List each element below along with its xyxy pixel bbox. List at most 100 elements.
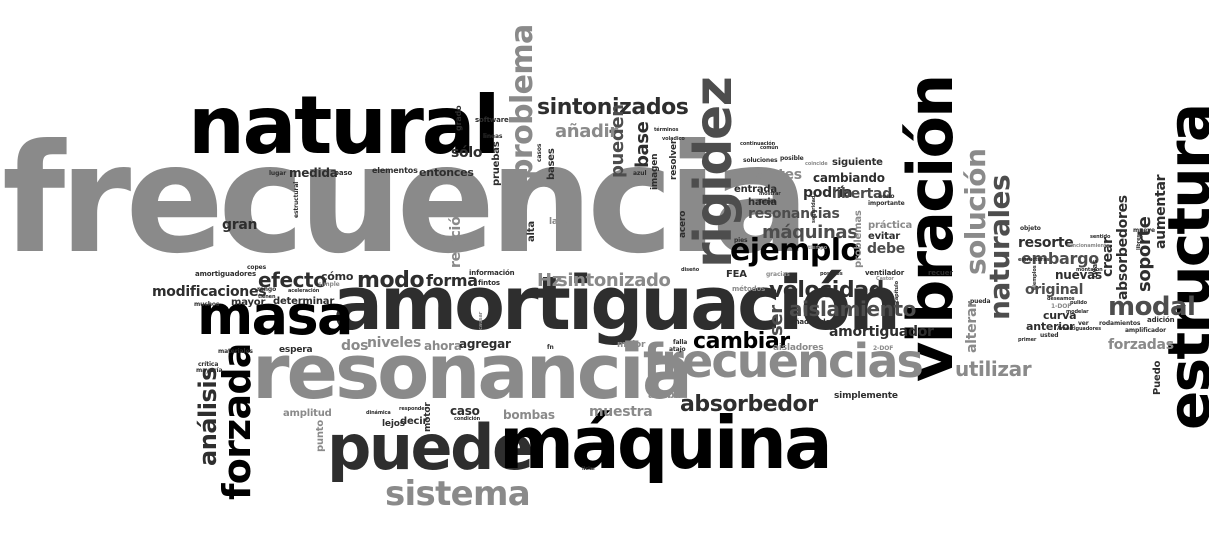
word-tiempo: tiempo — [808, 245, 828, 251]
word-nodo: nodo — [878, 193, 895, 200]
word-lugar: lugar — [269, 170, 287, 177]
word-espera: espera — [279, 345, 313, 355]
word-importante: importante — [868, 200, 905, 207]
word-ser: ser — [766, 305, 787, 336]
word-pulido: pulido — [1070, 300, 1087, 306]
word-amortiguadores: amortiguadores — [195, 270, 256, 278]
word-sepa: Castor — [876, 276, 894, 282]
word-dof2: 2-DOF — [873, 345, 894, 352]
word-masa: masa — [197, 284, 353, 347]
word-sistema: sistema — [385, 474, 531, 514]
word-muchos: muchos — [194, 301, 220, 308]
word-seguridad: seguridad — [811, 195, 817, 223]
word-modelar: modelar — [1066, 309, 1089, 315]
word-lejos: lejos — [382, 419, 405, 429]
word-utilizar: utilizar — [955, 357, 1032, 381]
word-azul: azul — [633, 170, 647, 177]
word-fea: FEA — [726, 269, 747, 280]
word-estructuras: estructuras — [1018, 257, 1050, 263]
word-punto: punto — [315, 419, 326, 452]
word-aumentar: aumentar — [1153, 174, 1169, 249]
word-pruebas: pruebas — [491, 141, 502, 186]
word-frecuencias: frecuencias — [643, 334, 924, 388]
word-alterar: alterar — [964, 301, 980, 353]
word-simplemente: simplemente — [834, 391, 898, 401]
word-forma: forma — [426, 271, 478, 290]
word-lineas: lineas — [483, 133, 503, 140]
word-fn: fn — [547, 344, 554, 351]
word-soportes: soportes — [735, 167, 802, 183]
word-ventilador: ventilador — [865, 269, 905, 277]
word-amortiguacion: amortiguación — [333, 261, 901, 347]
word-aceleracion: aceleración — [288, 288, 320, 294]
word-coincide: coincide — [805, 161, 828, 167]
word-analisis: análisis — [194, 367, 222, 466]
word-decir: decir — [400, 416, 428, 427]
word-muestra: muestra — [589, 404, 653, 420]
word-podria: podría — [803, 185, 853, 201]
word-copes: copes — [247, 264, 267, 271]
word-amplitud: amplitud — [283, 408, 332, 419]
word-critica: crítica — [198, 361, 219, 368]
word-sintonizado: sintonizado — [557, 270, 671, 291]
word-hacia: hacia — [748, 197, 777, 208]
word-problema: problema — [505, 24, 540, 180]
word-liciar: liciar — [582, 466, 596, 472]
word-lado: lado — [549, 217, 571, 227]
word-ejemplos: ejemplos — [1032, 265, 1038, 290]
word-imagen: imagen — [650, 153, 660, 190]
word-estructural: estructural — [293, 181, 300, 218]
word-ejemplo: ejemplo — [730, 233, 861, 268]
word-adicion: adición — [1147, 316, 1175, 324]
word-simple: simple — [318, 281, 340, 288]
word-amplificador: amplificador — [1125, 327, 1166, 334]
word-sintonizados: sintonizados — [537, 95, 689, 120]
word-embargo: embargo — [1021, 249, 1099, 268]
word-rango: rango — [257, 286, 277, 293]
word-curva: curva — [1043, 309, 1077, 322]
word-puede: puede — [327, 411, 534, 484]
word-nuevas: nuevas — [1055, 268, 1102, 282]
word-diseno: diseño — [681, 267, 700, 273]
word-soluciones: soluciones — [743, 157, 778, 164]
word-objeto: objeto — [1020, 225, 1041, 232]
word-resorte: resorte — [1018, 235, 1074, 251]
word-mayoria: mayoría — [196, 367, 223, 374]
word-causar: causar — [478, 311, 484, 330]
word-posibles: posibles — [820, 271, 843, 277]
word-dinamica: dinámica — [366, 410, 391, 416]
word-como: cómo — [321, 270, 354, 283]
word-dof1: 1-DOF — [1051, 303, 1072, 310]
word-evitar: evitar — [868, 231, 900, 242]
word-practica: práctica — [868, 220, 913, 231]
word-estructura: estructura — [1155, 104, 1209, 430]
word-siguiente: siguiente — [832, 157, 883, 168]
word-rodamientos: rodamientos — [1099, 320, 1141, 327]
word-bases: bases — [546, 148, 557, 180]
word-maquinas: máquinas — [762, 222, 858, 243]
word-mostrar: mostrar — [759, 191, 781, 197]
word-entonces: entonces — [419, 166, 474, 179]
word-absorbedores: absorbedores — [1115, 195, 1131, 300]
word-anadiendo: añadiendo — [790, 318, 831, 326]
word-software: software — [475, 116, 509, 124]
word-cambiando: cambiando — [813, 171, 885, 185]
word-posible: posible — [780, 155, 804, 162]
word-solo: sólo — [451, 145, 483, 161]
word-continuacion: continuación — [740, 141, 776, 147]
word-anterior: anterior — [1026, 320, 1075, 333]
word-montaron: montaron — [1076, 267, 1103, 273]
word-relacion: relación — [448, 206, 464, 268]
word-natural: natural — [188, 79, 501, 172]
word-dos: dos — [341, 338, 369, 354]
word-ahora: ahora — [424, 339, 462, 353]
word-pueda: pueda — [970, 298, 991, 305]
word-bombas: bombas — [503, 408, 555, 422]
word-forzada: forzada — [215, 343, 259, 500]
word-caso: caso — [450, 404, 480, 418]
word-falla: falla — [673, 339, 688, 346]
word-mayor: mayor — [231, 297, 266, 308]
word-paso: paso — [334, 169, 353, 177]
word-sentido: sentido — [1090, 234, 1111, 240]
word-grado: grado — [454, 105, 463, 132]
